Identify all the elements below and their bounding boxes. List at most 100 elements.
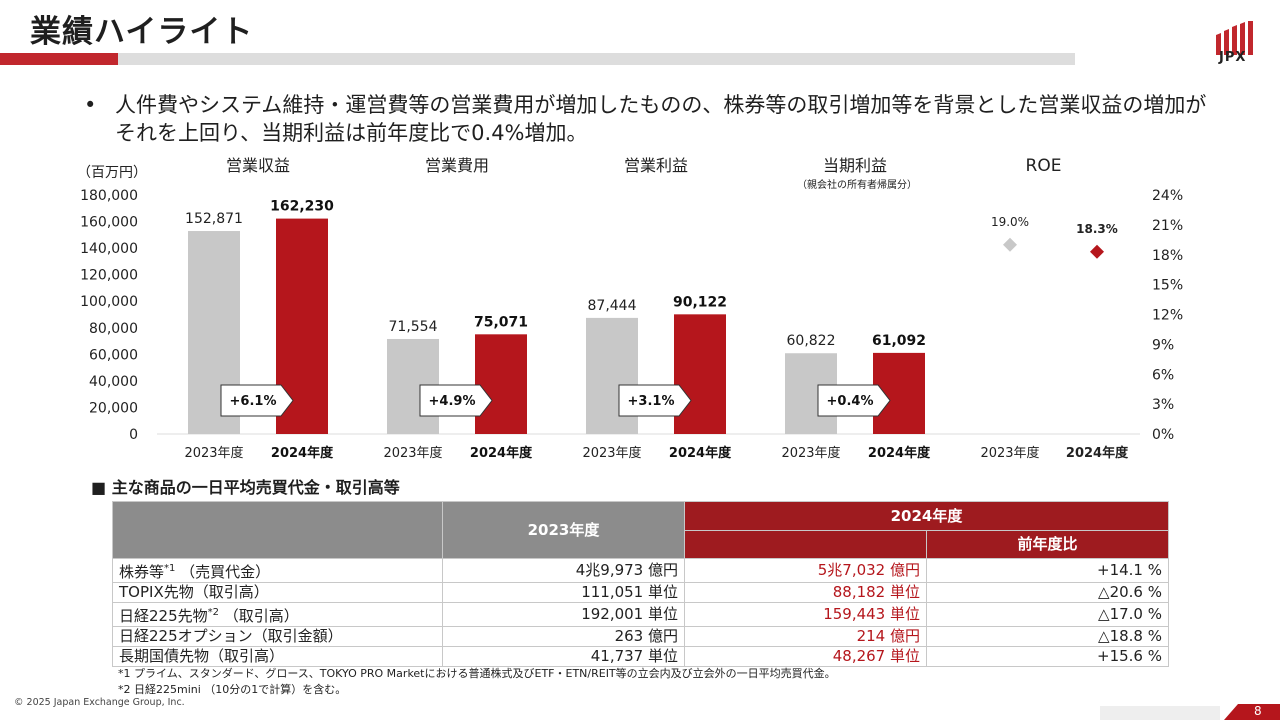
product-name: 株券等 [119, 563, 165, 581]
footnote-1: *1 プライム、スタンダード、グロース、TOKYO PRO Marketにおける… [118, 667, 836, 680]
roe-tick-label: 12% [1152, 308, 1183, 324]
value-2024: 159,443 単位 [684, 602, 927, 627]
growth-arrow [618, 384, 692, 417]
growth-label: +6.1% [230, 394, 277, 409]
value-2024: 48,267 単位 [684, 646, 927, 667]
metric-title: 当期利益 [823, 156, 887, 175]
value-2024: 88,182 単位 [684, 582, 927, 603]
roe-x-label-2023: 2023年度 [980, 445, 1039, 461]
roe-x-label-2024: 2024年度 [1066, 445, 1129, 461]
roe-tick-label: 3% [1152, 397, 1174, 413]
table-row: 日経225オプション（取引金額） 263 億円 214 億円 △18.8 % [112, 626, 1169, 647]
roe-tick-label: 18% [1152, 248, 1183, 264]
y-tick-label: 160,000 [80, 215, 138, 231]
bar-2024 [674, 314, 726, 434]
row-product-name: 長期国債先物（取引高） [112, 646, 443, 667]
roe-marker-2023 [1003, 237, 1017, 252]
footer-bar [1100, 706, 1220, 720]
growth-label: +3.1% [628, 394, 675, 409]
roe-tick-label: 15% [1152, 278, 1183, 294]
roe-tick-label: 21% [1152, 218, 1183, 234]
metric-subtitle: （親会社の所有者帰属分） [797, 178, 917, 191]
table-header-2024-value [684, 530, 927, 559]
y-tick-label: 100,000 [80, 294, 138, 310]
y-tick-label: 180,000 [80, 188, 138, 204]
product-suffix: （取引高） [219, 607, 299, 625]
value-2023: 41,737 単位 [442, 646, 685, 667]
data-label-2023: 87,444 [588, 298, 637, 314]
trading-volume-table: 2023年度 2024年度 前年度比 株券等*1 （売買代金） 4兆9,973 億… [112, 501, 1169, 667]
bullet-dot: • [84, 93, 97, 117]
data-label-2024: 90,122 [673, 294, 727, 310]
page-number: 8 [1254, 704, 1262, 718]
roe-label-2024: 18.3% [1076, 222, 1118, 236]
copyright: © 2025 Japan Exchange Group, Inc. [14, 697, 185, 708]
y-tick-label: 140,000 [80, 241, 138, 257]
y-tick-label: 40,000 [89, 374, 138, 390]
x-label-2024: 2024年度 [271, 445, 334, 461]
financial-bar-chart: （百万円） 180,000 160,000 140,000 120,000 100,000… [77, 156, 1183, 461]
y-tick-label: 80,000 [89, 321, 138, 337]
row-product-name: 株券等*1 （売買代金） [112, 558, 443, 583]
product-name: 長期国債先物（取引高） [119, 647, 285, 665]
roe-tick-label: 0% [1152, 427, 1174, 443]
growth-arrow [220, 384, 294, 417]
title-underline-accent [0, 53, 118, 65]
table-header-2023: 2023年度 [442, 501, 685, 559]
roe-tick-label: 6% [1152, 367, 1174, 383]
product-name: TOPIX先物（取引高） [119, 583, 269, 601]
table-header-yoy: 前年度比 [926, 530, 1169, 559]
growth-arrow [817, 384, 891, 417]
value-2024: 214 億円 [684, 626, 927, 647]
value-2023: 111,051 単位 [442, 582, 685, 603]
roe-tick-label: 9% [1152, 337, 1174, 353]
yoy-change: △20.6 % [926, 582, 1169, 603]
y-tick-label: 0 [129, 427, 138, 443]
x-label-2023: 2023年度 [184, 445, 243, 461]
row-product-name: TOPIX先物（取引高） [112, 582, 443, 603]
yoy-change: △17.0 % [926, 602, 1169, 627]
y-tick-label: 20,000 [89, 400, 138, 416]
title-underline [0, 53, 1075, 65]
growth-label: +0.4% [827, 394, 874, 409]
yoy-change: +14.1 % [926, 558, 1169, 583]
footnote-2: *2 日経225mini （10分の1で計算）を含む。 [118, 683, 347, 696]
x-label-2023: 2023年度 [582, 445, 641, 461]
table-header-blank [112, 501, 443, 559]
x-label-2023: 2023年度 [383, 445, 442, 461]
metric-title: 営業費用 [425, 156, 489, 175]
growth-label: +4.9% [429, 394, 476, 409]
table-row: 株券等*1 （売買代金） 4兆9,973 億円 5兆7,032 億円 +14.1 % [112, 558, 1169, 583]
footnote-marker: *1 [164, 563, 176, 574]
table-header-2024: 2024年度 [684, 501, 1169, 531]
footnote-marker: *2 [207, 607, 220, 618]
metric-title: 営業収益 [226, 156, 290, 175]
bar-2023 [586, 317, 638, 434]
yoy-change: △18.8 % [926, 626, 1169, 647]
y-axis-unit-label: （百万円） [77, 165, 147, 181]
product-name: 日経225オプション（取引金額） [119, 627, 343, 645]
metric-title: 営業利益 [624, 156, 688, 175]
page-title: 業績ハイライト [30, 14, 254, 50]
yoy-change: +15.6 % [926, 646, 1169, 667]
product-suffix: （売買代金） [175, 563, 271, 581]
logo-text: JPX [1219, 50, 1247, 65]
growth-arrow [419, 384, 493, 417]
roe-tick-label: 24% [1152, 188, 1183, 204]
value-2023: 192,001 単位 [442, 602, 685, 627]
bar-2024 [475, 334, 527, 434]
data-label-2023: 152,871 [185, 211, 243, 227]
table-row: 長期国債先物（取引高） 41,737 単位 48,267 単位 +15.6 % [112, 646, 1169, 667]
value-2023: 263 億円 [442, 626, 685, 647]
value-2023: 4兆9,973 億円 [442, 558, 685, 583]
data-label-2024: 75,071 [474, 314, 528, 330]
y-tick-label: 60,000 [89, 347, 138, 363]
value-2024: 5兆7,032 億円 [684, 558, 927, 583]
x-label-2024: 2024年度 [470, 445, 533, 461]
x-label-2023: 2023年度 [781, 445, 840, 461]
row-product-name: 日経225先物*2 （取引高） [112, 602, 443, 627]
table-row: 日経225先物*2 （取引高） 192,001 単位 159,443 単位 △17.0… [112, 602, 1169, 627]
roe-label-2023: 19.0% [991, 215, 1029, 229]
x-label-2024: 2024年度 [868, 445, 931, 461]
data-label-2023: 71,554 [389, 319, 438, 335]
